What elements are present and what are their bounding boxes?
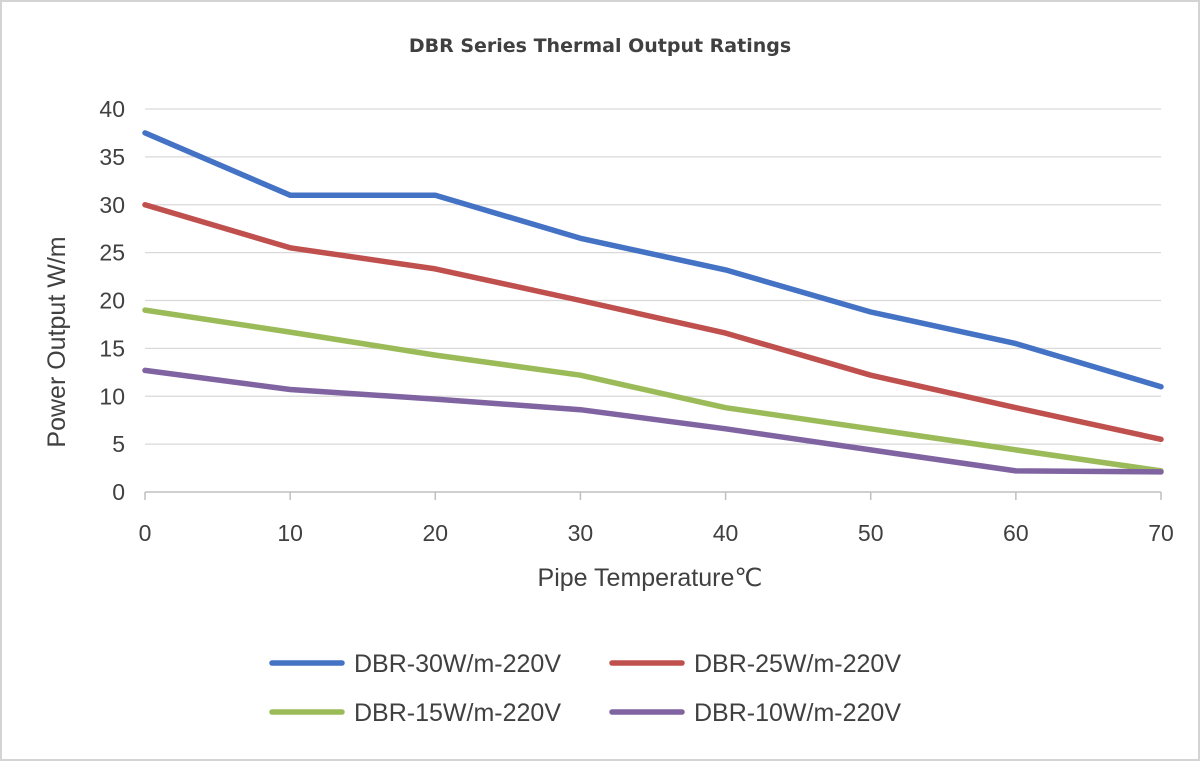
series-line-4 xyxy=(142,367,1164,475)
legend-label: DBR-10W/m-220V xyxy=(694,699,901,727)
series-line-2 xyxy=(142,202,1164,443)
y-tick-label: 0 xyxy=(112,479,125,505)
y-tick-label: 25 xyxy=(99,240,125,266)
legend-item: DBR-15W/m-220V xyxy=(269,699,561,727)
series-line-1 xyxy=(142,130,1164,390)
legend-label: DBR-15W/m-220V xyxy=(354,699,561,727)
legend-item: DBR-30W/m-220V xyxy=(269,650,561,678)
x-tick-label: 10 xyxy=(277,520,303,546)
y-tick-label: 15 xyxy=(99,335,125,361)
y-axis: 0 5 10 15 20 25 30 35 40 xyxy=(99,96,125,505)
x-tick-label: 50 xyxy=(858,520,884,546)
series-line-3 xyxy=(142,307,1164,474)
x-tick-label: 60 xyxy=(1003,520,1029,546)
y-tick-label: 40 xyxy=(99,96,125,122)
legend-item: DBR-25W/m-220V xyxy=(609,650,901,678)
x-tick-label: 30 xyxy=(568,520,594,546)
chart-title: DBR Series Thermal Output Ratings xyxy=(409,35,791,57)
x-axis-label: Pipe Temperature℃ xyxy=(538,564,763,592)
y-tick-label: 20 xyxy=(99,288,125,314)
y-tick-label: 5 xyxy=(112,431,125,457)
x-tick-label: 0 xyxy=(139,520,152,546)
x-tick-label: 70 xyxy=(1148,520,1174,546)
y-axis-label: Power Output W/m xyxy=(43,236,71,447)
legend-label: DBR-25W/m-220V xyxy=(694,650,901,678)
x-axis-ticks: 0 10 20 30 40 50 60 70 xyxy=(139,492,1174,546)
series-lines xyxy=(142,130,1164,475)
x-tick-label: 20 xyxy=(422,520,448,546)
legend: DBR-30W/m-220V DBR-25W/m-220V DBR-15W/m-22… xyxy=(269,650,901,727)
legend-label: DBR-30W/m-220V xyxy=(354,650,561,678)
y-tick-label: 35 xyxy=(99,144,125,170)
x-tick-label: 40 xyxy=(713,520,739,546)
y-tick-label: 30 xyxy=(99,192,125,218)
y-tick-label: 10 xyxy=(99,383,125,409)
legend-item: DBR-10W/m-220V xyxy=(609,699,901,727)
